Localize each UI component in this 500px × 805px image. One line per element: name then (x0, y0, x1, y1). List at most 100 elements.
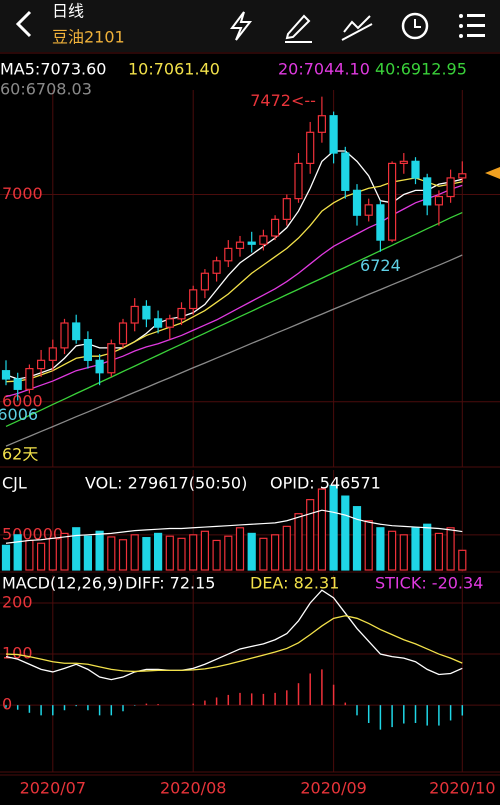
volume-bar (364, 520, 373, 571)
volume-bar (352, 506, 362, 571)
low-label: 6006 (0, 405, 38, 424)
candle-body (271, 218, 280, 237)
candle-body (399, 160, 408, 165)
symbol: 豆油2101 (52, 28, 125, 47)
candle-body (259, 235, 268, 245)
price-pointer (485, 167, 500, 179)
candle-body (36, 359, 46, 370)
y-tick-label: 7000 (2, 184, 43, 203)
candle-body (224, 247, 233, 262)
indicator-icon[interactable] (341, 15, 373, 41)
legend-entry: STICK: -20.34 (375, 574, 483, 593)
volume-bar (36, 542, 46, 571)
volume-bar (259, 537, 268, 571)
plot-area: 6000 7000 6006 7472<-- 6724 MA5:7073.60 10:706… (0, 60, 500, 798)
back-button[interactable] (15, 10, 32, 38)
line (5, 589, 463, 681)
candle-body (329, 115, 338, 154)
volume-bar (294, 513, 303, 571)
low-label: 6724 (360, 256, 401, 275)
candle-body (411, 160, 420, 179)
y-tick-label: 200 (2, 592, 33, 611)
high-label: 7472<-- (250, 91, 316, 110)
candle-body (25, 368, 34, 390)
volume-bar (13, 534, 22, 571)
candle-body (376, 204, 385, 241)
candle-body (294, 162, 303, 200)
line (5, 184, 463, 398)
volume-bar (48, 537, 57, 571)
candle-body (341, 152, 350, 191)
divider (0, 52, 500, 54)
legend-entry: DIFF: 72.15 (125, 574, 215, 593)
volume-bar (423, 523, 432, 571)
volume-bar (107, 536, 116, 571)
panel-title: CJL (2, 474, 27, 493)
candle-body (364, 204, 373, 216)
volume-bar (72, 527, 81, 571)
volume-bar (165, 535, 174, 571)
panel-title: MACD(12,26,9) (2, 574, 124, 593)
volume-bar (317, 488, 326, 571)
candle-body (446, 177, 455, 198)
legend-entry: DEA: 82.31 (250, 574, 339, 593)
candle-body (83, 338, 93, 361)
candle-body (458, 173, 467, 179)
line (5, 150, 463, 380)
volume-bar (200, 530, 209, 571)
period: 日线 (52, 2, 84, 21)
volume-bar (1, 544, 11, 571)
volume-bar (388, 530, 397, 571)
candle-body (72, 322, 81, 341)
volume-bar (118, 539, 128, 571)
candle-body (1, 370, 11, 380)
volume-bar (376, 527, 385, 571)
legend-entry: 60:6708.03 (0, 80, 92, 99)
volume-bar (247, 532, 256, 571)
candle-body (247, 241, 256, 245)
line (5, 615, 463, 673)
volume-bar (154, 532, 163, 571)
candle-body (107, 343, 116, 374)
y-tick-label: 0 (2, 695, 12, 714)
candle-body (48, 347, 57, 361)
candle-body (282, 198, 291, 220)
volume-bar (60, 532, 69, 571)
volume-bar (235, 527, 245, 571)
volume-bar (306, 499, 315, 571)
candle-body (306, 131, 315, 165)
candle-body (423, 177, 432, 206)
volume-bar (212, 539, 221, 571)
volume-bar (95, 530, 104, 571)
line (5, 254, 463, 447)
candle-body (13, 378, 22, 390)
menu-icon[interactable] (459, 14, 485, 38)
volume-bar (271, 534, 280, 571)
time-icon[interactable] (401, 12, 429, 40)
volume-bar (177, 537, 186, 571)
legend-entry: 40:6912.95 (375, 60, 467, 79)
line (5, 509, 463, 544)
candle-body (200, 272, 209, 291)
x-tick-label: 2020/09 (300, 779, 366, 798)
legend-entry: 20:7044.10 (278, 60, 370, 79)
volume-bar (83, 535, 93, 571)
flash-icon[interactable] (230, 11, 253, 41)
line (5, 177, 463, 383)
volume-bar (189, 534, 198, 571)
candle-body (317, 115, 326, 133)
y-tick-label: 6000 (2, 391, 43, 410)
candle-body (118, 322, 128, 345)
x-tick-label: 2020/07 (20, 779, 86, 798)
candle-body (212, 260, 221, 274)
candle-body (235, 241, 245, 249)
candle-body (189, 289, 198, 310)
legend-entry: MA5:7073.60 (0, 60, 106, 79)
volume-bar (224, 535, 233, 571)
candle-body (95, 359, 104, 374)
candle-body (388, 162, 397, 241)
candle-body (154, 318, 163, 328)
x-tick-label: 2020/08 (160, 779, 226, 798)
draw-icon[interactable] (285, 14, 312, 43)
